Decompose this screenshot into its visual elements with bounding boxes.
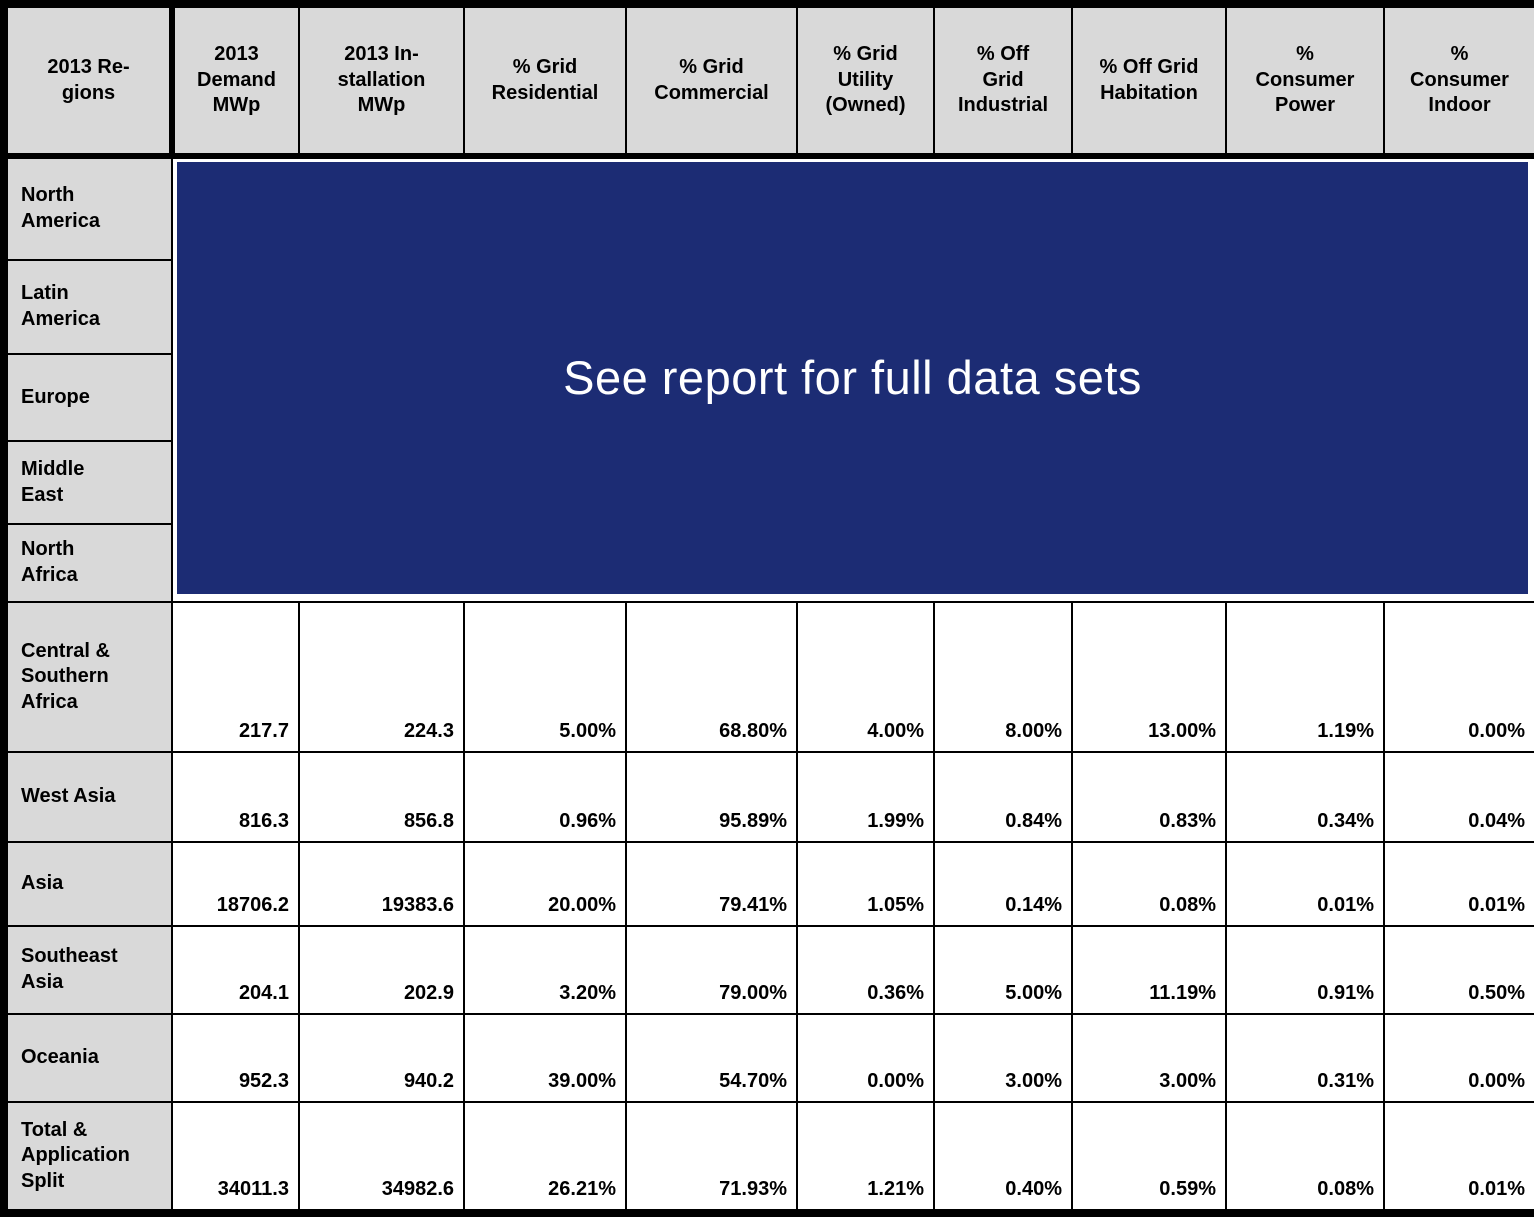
value-cell: 0.00% [796,1013,935,1103]
region-cell-europe: Europe [3,353,173,442]
value-cell: 1.21% [796,1101,935,1214]
value-cell: 1.19% [1225,601,1385,753]
value-cell: 0.08% [1225,1101,1385,1214]
value-cell: 95.89% [625,751,798,843]
region-cell-middle-east: Middle East [3,440,173,525]
redacted-overlay: See report for full data sets [177,162,1528,594]
value-cell: 3.00% [1071,1013,1227,1103]
value-cell: 204.1 [171,925,300,1015]
region-cell-west-asia: West Asia [3,751,173,843]
value-cell: 79.00% [625,925,798,1015]
table-row: North Africa [3,523,1534,603]
value-cell: 26.21% [463,1101,627,1214]
region-cell-central-southern-africa: Central & Southern Africa [3,601,173,753]
value-cell: 0.00% [1383,1013,1534,1103]
value-cell: 816.3 [171,751,300,843]
value-cell: 0.36% [796,925,935,1015]
value-cell: 940.2 [298,1013,465,1103]
value-cell: 0.31% [1225,1013,1385,1103]
value-cell: 0.91% [1225,925,1385,1015]
overlay-message: See report for full data sets [563,350,1142,404]
value-cell: 0.96% [463,751,627,843]
value-cell: 202.9 [298,925,465,1015]
value-cell: 34982.6 [298,1101,465,1214]
header-2013-regions: 2013 Re- gions [3,3,175,159]
value-cell: 71.93% [625,1101,798,1214]
header-grid-residential: % Grid Residential [463,3,627,159]
value-cell: 0.04% [1383,751,1534,843]
value-cell: 13.00% [1071,601,1227,753]
value-cell: 0.14% [933,841,1073,927]
value-cell: 0.01% [1383,1101,1534,1214]
value-cell: 5.00% [933,925,1073,1015]
table-row: Central & Southern Africa 217.7 224.3 5.… [3,601,1534,753]
table-row: Oceania 952.3 940.2 39.00% 54.70% 0.00% … [3,1013,1534,1103]
value-cell: 224.3 [298,601,465,753]
value-cell: 0.84% [933,751,1073,843]
region-cell-southeast-asia: Southeast Asia [3,925,173,1015]
header-row: 2013 Re- gions 2013 Demand MWp 2013 In- … [3,3,1534,159]
value-cell: 3.00% [933,1013,1073,1103]
table-row: North America See report for full data s… [3,155,1534,603]
value-cell: 0.34% [1225,751,1385,843]
value-cell: 0.83% [1071,751,1227,843]
value-cell: 3.20% [463,925,627,1015]
table-row: Total & Application Split 34011.3 34982.… [3,1101,1534,1214]
value-cell: 217.7 [171,601,300,753]
value-cell: 5.00% [463,601,627,753]
table-row: Asia 18706.2 19383.6 20.00% 79.41% 1.05%… [3,841,1534,927]
value-cell: 0.08% [1071,841,1227,927]
redacted-data-cell: See report for full data sets [171,155,1534,603]
header-consumer-indoor: % Consumer Indoor [1383,3,1534,159]
header-consumer-power: % Consumer Power [1225,3,1385,159]
header-grid-utility-owned: % Grid Utility (Owned) [796,3,935,159]
value-cell: 856.8 [298,751,465,843]
header-2013-demand-mwp: 2013 Demand MWp [171,3,300,159]
region-cell-oceania: Oceania [3,1013,173,1103]
region-cell-latin-america: Latin America [3,259,173,355]
value-cell: 1.05% [796,841,935,927]
header-grid-commercial: % Grid Commercial [625,3,798,159]
region-cell-total-application-split: Total & Application Split [3,1101,173,1214]
header-off-grid-habitation: % Off Grid Habitation [1071,3,1227,159]
region-cell-north-africa: North Africa [3,523,173,603]
value-cell: 0.40% [933,1101,1073,1214]
header-off-grid-industrial: % Off Grid Industrial [933,3,1073,159]
value-cell: 0.01% [1225,841,1385,927]
value-cell: 79.41% [625,841,798,927]
value-cell: 0.00% [1383,601,1534,753]
table-row: West Asia 816.3 856.8 0.96% 95.89% 1.99%… [3,751,1534,843]
value-cell: 0.01% [1383,841,1534,927]
region-cell-asia: Asia [3,841,173,927]
value-cell: 8.00% [933,601,1073,753]
value-cell: 0.50% [1383,925,1534,1015]
table-row: Southeast Asia 204.1 202.9 3.20% 79.00% … [3,925,1534,1015]
value-cell: 952.3 [171,1013,300,1103]
value-cell: 34011.3 [171,1101,300,1214]
value-cell: 18706.2 [171,841,300,927]
header-2013-installation-mwp: 2013 In- stallation MWp [298,3,465,159]
region-cell-north-america: North America [3,155,173,261]
value-cell: 1.99% [796,751,935,843]
value-cell: 54.70% [625,1013,798,1103]
value-cell: 0.59% [1071,1101,1227,1214]
table-row: Latin America [3,259,1534,355]
value-cell: 20.00% [463,841,627,927]
value-cell: 4.00% [796,601,935,753]
value-cell: 19383.6 [298,841,465,927]
table-row: Middle East [3,440,1534,525]
value-cell: 68.80% [625,601,798,753]
value-cell: 11.19% [1071,925,1227,1015]
value-cell: 39.00% [463,1013,627,1103]
table-row: Europe [3,353,1534,442]
